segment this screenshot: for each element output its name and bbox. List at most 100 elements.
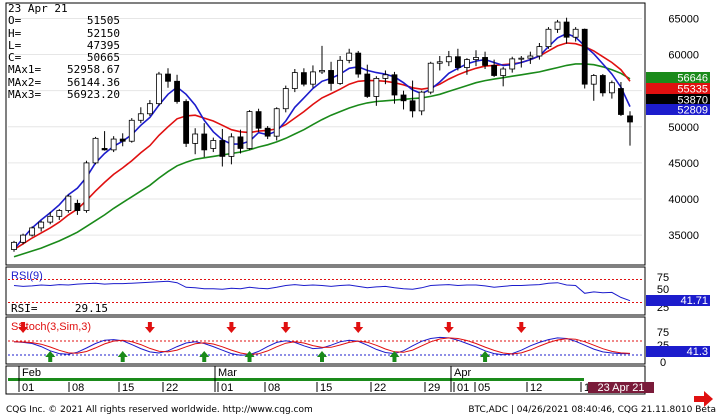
sell-arrow-icon <box>443 322 454 333</box>
candle[interactable] <box>11 240 17 252</box>
candle[interactable] <box>101 131 108 151</box>
candle[interactable] <box>355 50 362 78</box>
candle[interactable] <box>183 99 190 147</box>
candle[interactable] <box>427 61 434 95</box>
candle-body <box>310 71 316 85</box>
candle[interactable] <box>219 128 226 167</box>
candle-body <box>545 28 552 48</box>
ohlc-value: 47395 <box>86 38 120 52</box>
candle-body <box>337 59 344 84</box>
candle[interactable] <box>264 126 271 140</box>
candle[interactable] <box>56 209 63 220</box>
price-tick-label: 60000 <box>668 50 699 62</box>
candle[interactable] <box>409 80 416 118</box>
candle[interactable] <box>518 56 525 68</box>
rsi-value: 29.15 <box>75 302 108 315</box>
candle[interactable] <box>482 51 488 69</box>
candle[interactable] <box>83 160 90 213</box>
candle[interactable] <box>328 61 334 91</box>
scroll-right-arrow-icon[interactable] <box>694 391 713 407</box>
candle-body <box>192 133 199 144</box>
candle[interactable] <box>563 17 570 44</box>
candle[interactable] <box>491 59 498 77</box>
rsi-panel[interactable] <box>5 266 646 316</box>
candle[interactable] <box>300 68 307 87</box>
candle[interactable] <box>391 71 398 104</box>
candle-body <box>47 215 54 223</box>
candle[interactable] <box>228 133 235 165</box>
candle-body <box>282 88 289 110</box>
candle[interactable] <box>201 123 208 158</box>
candle[interactable] <box>255 108 262 132</box>
month-label: Feb <box>22 367 41 379</box>
candle[interactable] <box>364 64 371 98</box>
candle[interactable] <box>337 56 344 85</box>
ohlc-label: O= <box>8 14 22 28</box>
candle[interactable] <box>436 56 443 71</box>
scroll-bar[interactable] <box>8 378 584 381</box>
candle[interactable] <box>174 74 180 104</box>
candle[interactable] <box>627 111 633 146</box>
candle[interactable] <box>319 45 325 75</box>
candle[interactable] <box>608 80 615 99</box>
candle[interactable] <box>110 136 117 153</box>
rsi-value-label: RSI= <box>11 302 38 315</box>
candle[interactable] <box>418 90 425 116</box>
candle[interactable] <box>92 136 99 165</box>
candle[interactable] <box>445 50 452 67</box>
candle[interactable] <box>310 65 316 88</box>
candle[interactable] <box>38 220 45 232</box>
ohlc-label: C= <box>8 51 22 65</box>
candle[interactable] <box>373 76 380 106</box>
candle[interactable] <box>400 90 407 110</box>
candle-body <box>74 202 81 211</box>
candle[interactable] <box>473 50 479 67</box>
candle[interactable] <box>590 74 597 101</box>
candle[interactable] <box>536 43 543 60</box>
candle[interactable] <box>346 48 353 64</box>
candle[interactable] <box>599 74 606 97</box>
day-label: 22 <box>166 382 178 394</box>
candle[interactable] <box>128 118 135 143</box>
candle[interactable] <box>500 66 507 87</box>
candle[interactable] <box>618 82 624 116</box>
candle[interactable] <box>29 226 36 237</box>
candle[interactable] <box>273 107 280 141</box>
candle[interactable] <box>47 212 54 225</box>
candle[interactable] <box>146 100 153 116</box>
candle[interactable] <box>581 28 588 89</box>
candle[interactable] <box>192 128 199 155</box>
candle[interactable] <box>554 19 561 33</box>
candle[interactable] <box>291 69 298 93</box>
candle[interactable] <box>246 110 253 150</box>
candle[interactable] <box>464 58 470 75</box>
candle[interactable] <box>572 27 579 42</box>
candle[interactable] <box>237 129 244 154</box>
candle[interactable] <box>509 56 516 73</box>
candle[interactable] <box>527 51 534 64</box>
ohlc-value: 50665 <box>86 51 120 65</box>
candle[interactable] <box>282 85 289 113</box>
candle[interactable] <box>210 137 217 153</box>
ma3-line <box>13 63 631 258</box>
candle[interactable] <box>382 70 389 85</box>
symbol-timestamp-text: BTC,ADC | 04/26/2021 08:40:46, CQG 21.11… <box>468 405 716 415</box>
stoch-tick-label: 75 <box>657 327 669 339</box>
day-label: 22 <box>374 382 386 394</box>
candle[interactable] <box>65 194 72 213</box>
candle-body <box>500 68 507 76</box>
ohlc-readout: 23 Apr 21 O= 51505 H= 52150 L= 47395 C= 50665 MA… <box>8 2 120 101</box>
candle[interactable] <box>545 27 552 49</box>
candle[interactable] <box>74 199 81 215</box>
last-value-tag-text: 55335 <box>677 84 708 96</box>
candle-body <box>119 138 126 142</box>
candle[interactable] <box>119 133 126 147</box>
candle[interactable] <box>454 48 461 71</box>
price-tick-label: 50000 <box>668 122 699 134</box>
candle[interactable] <box>137 107 144 124</box>
candle[interactable] <box>156 71 162 106</box>
candle[interactable] <box>20 233 26 245</box>
candle[interactable] <box>165 68 171 88</box>
stoch-tag-text: 41.3 <box>687 346 708 358</box>
